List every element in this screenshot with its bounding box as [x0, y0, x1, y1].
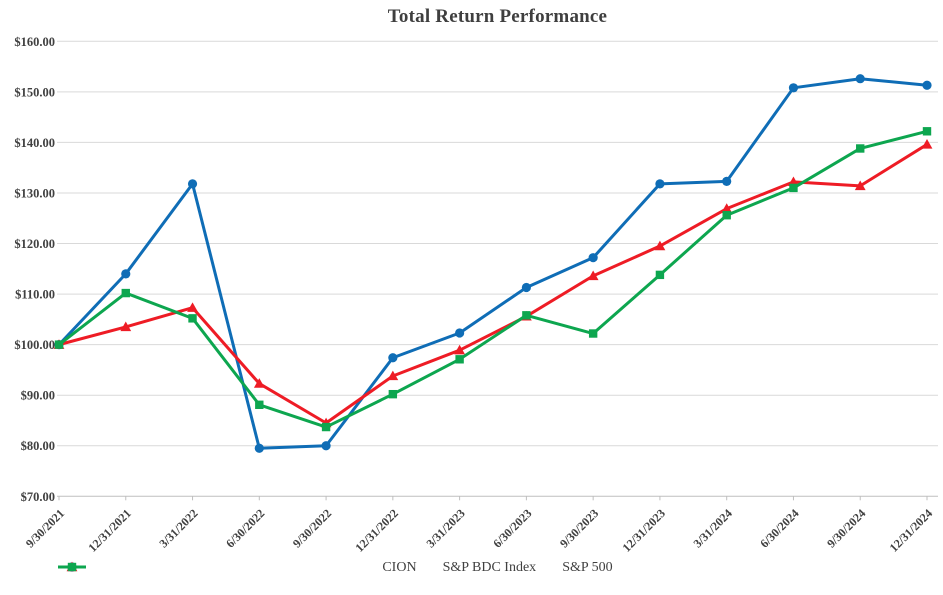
series-marker-s-p-bdc-index — [721, 203, 733, 213]
series-marker-cion — [521, 282, 531, 293]
series-marker-s-p-500 — [856, 144, 865, 153]
legend-item-s-p-bdc-index: S&P BDC Index — [58, 560, 537, 576]
legend-item-cion: CION — [58, 560, 417, 576]
x-axis-label: 12/31/2024 — [887, 506, 936, 555]
series-marker-s-p-bdc-index — [253, 378, 265, 388]
series-marker-s-p-bdc-index — [387, 370, 399, 381]
x-axis-label: 9/30/2023 — [557, 506, 601, 550]
legend-label-cion: CION — [382, 560, 417, 575]
series-marker-s-p-500 — [121, 288, 130, 298]
series-marker-s-p-500 — [321, 422, 331, 432]
x-axis-label: 3/31/2024 — [690, 506, 734, 550]
series-marker-cion — [588, 253, 598, 263]
y-axis-label: $90.00 — [21, 389, 55, 403]
series-marker-s-p-500 — [455, 355, 464, 364]
series-marker-cion — [121, 269, 131, 279]
series-marker-s-p-500 — [722, 211, 731, 220]
x-axis-label: 9/30/2024 — [824, 506, 868, 550]
x-axis-label: 6/30/2022 — [223, 506, 267, 550]
series-marker-s-p-500 — [188, 314, 197, 323]
legend-item-s-p-500: S&P 500 — [58, 560, 613, 576]
x-axis-label: 9/30/2022 — [290, 506, 334, 550]
series-marker-cion — [254, 443, 264, 453]
series-marker-s-p-bdc-index — [120, 321, 132, 332]
x-axis-label: 3/31/2023 — [423, 506, 467, 550]
square-marker-icon — [58, 562, 86, 572]
series-line-s-p-500 — [57, 129, 929, 429]
x-axis-label: 3/31/2022 — [156, 506, 200, 550]
x-axis-label: 12/31/2022 — [352, 506, 401, 555]
chart-title: Total Return Performance — [387, 6, 608, 27]
series-marker-s-p-bdc-index — [854, 180, 866, 191]
y-axis-label: $70.00 — [21, 490, 55, 504]
series-marker-cion — [922, 80, 932, 90]
x-axis-label: 9/30/2021 — [23, 506, 67, 550]
series-marker-s-p-500 — [922, 127, 932, 136]
series-line-s-p-bdc-index — [57, 142, 929, 425]
y-axis-label: $110.00 — [15, 288, 55, 302]
series-marker-s-p-bdc-index — [654, 240, 666, 251]
series-marker-cion — [788, 83, 799, 93]
series-marker-cion — [722, 176, 732, 186]
series-marker-s-p-500 — [789, 183, 798, 193]
series-marker-cion — [187, 179, 198, 189]
series-marker-s-p-500 — [522, 311, 531, 320]
series-marker-s-p-500 — [388, 389, 398, 399]
series-marker-cion — [321, 441, 331, 451]
series-marker-s-p-500 — [588, 329, 598, 338]
series-marker-cion — [855, 74, 865, 84]
series-marker-s-p-bdc-index — [921, 139, 933, 149]
series-marker-s-p-bdc-index — [587, 270, 599, 281]
chart-legend: CION S&P BDC Index S&P 500 — [57, 560, 938, 576]
legend-label-s-p-500: S&P 500 — [562, 560, 613, 575]
y-axis-label: $140.00 — [14, 136, 55, 150]
series-marker-cion — [455, 328, 465, 338]
y-axis-label: $80.00 — [21, 439, 55, 453]
y-axis-label: $160.00 — [14, 35, 55, 49]
series-marker-s-p-500 — [54, 340, 64, 349]
y-axis-label: $120.00 — [14, 237, 55, 251]
series-marker-s-p-bdc-index — [187, 302, 198, 312]
series-marker-s-p-500 — [655, 270, 665, 280]
series-marker-cion — [655, 179, 665, 189]
x-axis-label: 12/31/2021 — [85, 506, 134, 555]
series-marker-cion — [388, 353, 398, 363]
legend-label-s-p-bdc-index: S&P BDC Index — [442, 560, 537, 575]
y-axis-label: $130.00 — [14, 186, 55, 200]
series-marker-s-p-bdc-index — [454, 344, 466, 355]
y-axis-label: $150.00 — [14, 85, 55, 99]
x-axis-label: 12/31/2023 — [619, 506, 668, 555]
series-marker-s-p-500 — [255, 400, 264, 409]
x-axis-label: 6/30/2024 — [757, 506, 801, 550]
y-axis-label: $100.00 — [14, 338, 55, 352]
x-axis-label: 6/30/2023 — [490, 506, 534, 550]
series-line-cion — [57, 77, 929, 450]
series-marker-s-p-bdc-index — [788, 176, 799, 187]
